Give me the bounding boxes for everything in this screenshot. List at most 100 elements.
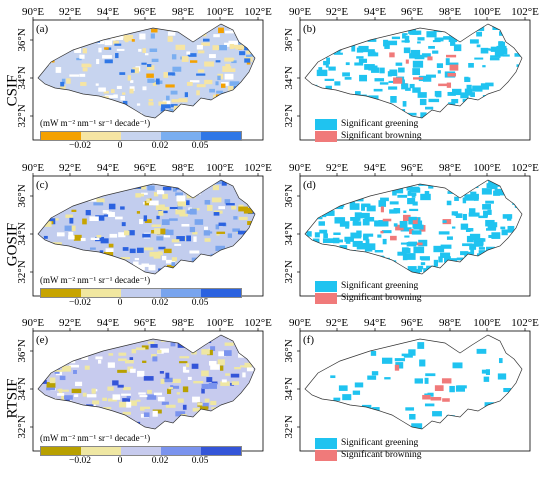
lon-tick-label: 102°E	[511, 162, 539, 174]
lon-tick-label: 90°E	[22, 162, 44, 174]
colorbar-tick: 0	[117, 456, 123, 466]
lat-tick-label: 34°N	[283, 377, 295, 400]
browning-swatch	[315, 292, 337, 304]
lon-tick-label: 92°E	[59, 317, 81, 329]
lat-tick-label: 32°N	[16, 415, 28, 438]
map-panel-rtsif-trend: 90°E 92°E 94°E 96°E 98°E 100°E 102°E 36°N 34°N 32…	[16, 317, 272, 452]
lon-tick-label: 94°E	[364, 162, 386, 174]
lat-tick-label: 34°N	[283, 222, 295, 245]
lat-tick-label: 32°N	[16, 104, 28, 127]
greening-swatch	[315, 118, 337, 130]
lat-tick-label: 32°N	[283, 415, 295, 438]
lon-tick-label: 100°E	[473, 317, 501, 329]
panel-letter: (a)	[36, 23, 49, 35]
lon-tick-label: 100°E	[206, 162, 234, 174]
greening-label: Significant greening	[341, 281, 419, 291]
lon-tick-label: 96°E	[401, 6, 423, 18]
lon-tick-label: 102°E	[244, 162, 272, 174]
lon-tick-label: 94°E	[364, 317, 386, 329]
colorbar-tick: 0.02	[151, 298, 169, 308]
browning-label: Significant browning	[341, 450, 422, 460]
panel-letter: (b)	[303, 23, 316, 35]
browning-label: Significant browning	[341, 293, 422, 303]
greening-label: Significant greening	[341, 119, 419, 129]
map-panel-csif-trend: 90°E 92°E 94°E 96°E 98°E 100°E 102°E 36°N 34°N 32…	[16, 6, 272, 141]
lon-tick-label: 100°E	[206, 317, 234, 329]
lon-tick-label: 98°E	[439, 317, 461, 329]
colorbar-unit: (mW m⁻² nm⁻¹ sr⁻¹ decade⁻¹)	[40, 118, 151, 128]
legend-browning: Significant browning	[315, 449, 421, 461]
colorbar-tick: −0.02	[69, 298, 91, 308]
lon-tick-label: 92°E	[326, 162, 348, 174]
legend-b: Significant greening Significant brownin…	[315, 118, 421, 142]
lon-tick-label: 98°E	[439, 162, 461, 174]
map-region-fill	[305, 335, 522, 429]
lat-tick-label: 36°N	[16, 339, 28, 362]
lat-tick-label: 36°N	[16, 184, 28, 207]
colorbar-swatches	[40, 131, 242, 141]
browning-label: Significant browning	[341, 131, 422, 141]
legend-greening: Significant greening	[315, 437, 421, 449]
map-region-fill	[305, 24, 522, 118]
lat-tick-label: 36°N	[16, 28, 28, 51]
colorbar-unit: (mW m⁻² nm⁻¹ sr⁻¹ decade⁻¹)	[40, 275, 151, 285]
legend-greening: Significant greening	[315, 118, 421, 130]
lat-tick-label: 32°N	[283, 260, 295, 283]
legend-f: Significant greening Significant brownin…	[315, 437, 421, 461]
colorbar-ticks: −0.02 0 0.02 0.05	[40, 141, 240, 152]
lon-tick-label: 102°E	[244, 6, 272, 18]
lat-tick-label: 34°N	[16, 66, 28, 89]
lon-tick-label: 92°E	[326, 317, 348, 329]
legend-greening: Significant greening	[315, 280, 421, 292]
map-region-fill	[305, 180, 522, 274]
panel-letter: (f)	[303, 334, 314, 346]
colorbar-tick: 0.02	[151, 141, 169, 151]
colorbar-a: (mW m⁻² nm⁻¹ sr⁻¹ decade⁻¹) −0.02 0 0.02…	[40, 118, 242, 152]
greening-swatch	[315, 280, 337, 292]
map-panel-gosif-significance: 90°E 92°E 94°E 96°E 98°E 100°E 102°E 36°N 34°N 32…	[283, 162, 539, 297]
lon-tick-label: 96°E	[401, 162, 423, 174]
lon-tick-label: 98°E	[172, 162, 194, 174]
legend-browning: Significant browning	[315, 130, 421, 142]
lon-tick-label: 90°E	[22, 317, 44, 329]
lon-tick-label: 100°E	[473, 6, 501, 18]
lon-tick-label: 102°E	[511, 317, 539, 329]
lon-tick-label: 96°E	[134, 317, 156, 329]
lon-tick-label: 92°E	[59, 6, 81, 18]
colorbar-tick: 0.05	[191, 456, 209, 466]
lon-tick-label: 90°E	[22, 6, 44, 18]
colorbar-ticks: −0.02 0 0.02 0.05	[40, 298, 240, 309]
colorbar-tick: 0.05	[191, 298, 209, 308]
map-panel-gosif-trend: 90°E 92°E 94°E 96°E 98°E 100°E 102°E 36°N 34°N 32…	[16, 162, 272, 297]
lon-tick-label: 90°E	[289, 162, 311, 174]
colorbar-swatches	[40, 446, 242, 456]
map-region-fill	[38, 335, 255, 429]
lon-tick-label: 94°E	[97, 162, 119, 174]
lat-tick-label: 36°N	[283, 184, 295, 207]
map-region-fill	[38, 180, 255, 274]
panel-letter: (c)	[36, 179, 49, 191]
legend-d: Significant greening Significant brownin…	[315, 280, 421, 304]
lat-tick-label: 36°N	[283, 339, 295, 362]
lon-tick-label: 90°E	[289, 317, 311, 329]
colorbar-e: (mW m⁻² nm⁻¹ sr⁻¹ decade⁻¹) −0.02 0 0.02…	[40, 433, 242, 467]
lon-tick-label: 98°E	[172, 6, 194, 18]
colorbar-tick: −0.02	[69, 141, 91, 151]
lon-tick-label: 90°E	[289, 6, 311, 18]
map-panel-csif-significance: 90°E 92°E 94°E 96°E 98°E 100°E 102°E 36°N 34°N 32…	[283, 6, 539, 141]
browning-swatch	[315, 130, 337, 142]
colorbar-c: (mW m⁻² nm⁻¹ sr⁻¹ decade⁻¹) −0.02 0 0.02…	[40, 275, 242, 309]
lon-tick-label: 92°E	[59, 162, 81, 174]
lon-tick-label: 92°E	[326, 6, 348, 18]
lat-tick-label: 34°N	[16, 222, 28, 245]
colorbar-unit: (mW m⁻² nm⁻¹ sr⁻¹ decade⁻¹)	[40, 433, 151, 443]
lon-tick-label: 94°E	[364, 6, 386, 18]
lon-tick-label: 100°E	[473, 162, 501, 174]
colorbar-tick: 0	[117, 141, 123, 151]
lat-tick-label: 32°N	[283, 104, 295, 127]
browning-swatch	[315, 449, 337, 461]
greening-label: Significant greening	[341, 438, 419, 448]
lat-tick-label: 34°N	[283, 66, 295, 89]
map-region-fill	[38, 24, 255, 118]
panel-letter: (d)	[303, 179, 316, 191]
